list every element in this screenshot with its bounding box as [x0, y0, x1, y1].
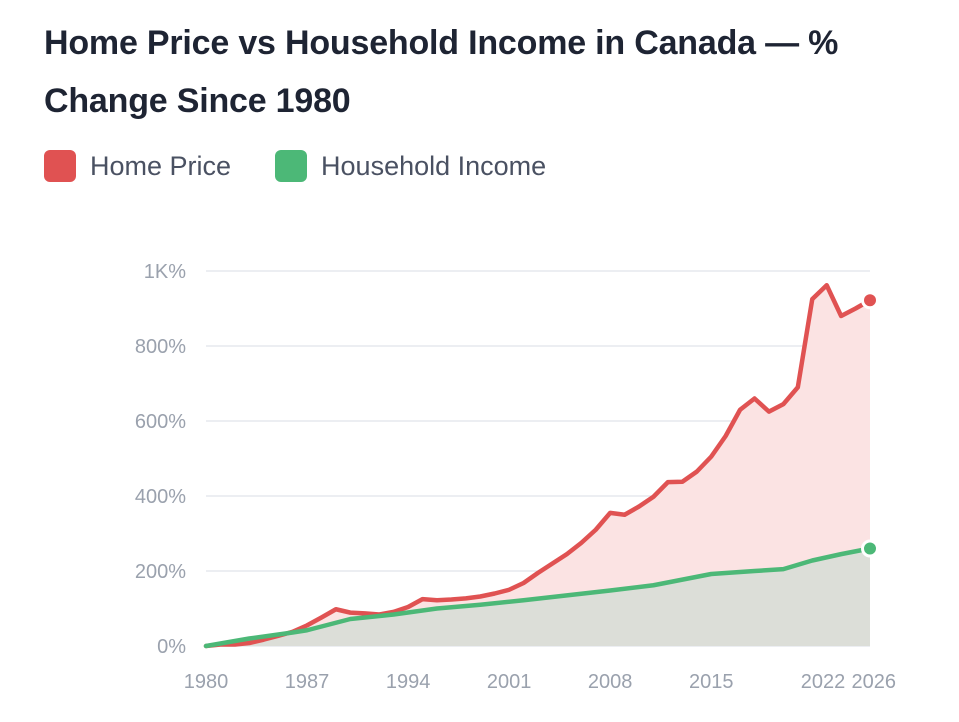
area-household-income [206, 548, 870, 646]
x-tick-label: 2022 [801, 671, 846, 693]
y-tick-label: 600% [135, 411, 186, 433]
endpoint-home-price [861, 291, 879, 310]
endpoint-household-income [861, 539, 879, 558]
y-tick-label: 1K% [144, 261, 186, 283]
area-home-price [206, 285, 870, 646]
x-tick-label: 2026 [852, 671, 897, 693]
x-tick-label: 1987 [285, 671, 330, 693]
y-tick-label: 0% [157, 636, 186, 658]
x-tick-label: 2001 [487, 671, 532, 693]
legend-label-home-price: Home Price [90, 150, 232, 181]
y-tick-label: 200% [135, 561, 186, 583]
line-household-income [203, 546, 873, 649]
x-tick-label: 1994 [386, 671, 431, 693]
legend-item-home-price[interactable]: Home Price [44, 150, 231, 182]
legend-swatch-home-price [44, 150, 76, 182]
legend-swatch-household-income [275, 150, 308, 182]
chart-title: Home Price vs Household Income in Canada… [44, 24, 839, 120]
x-tick-label: 2015 [689, 671, 734, 693]
legend: Home Price Household Income [44, 150, 590, 182]
x-tick-label: 2008 [588, 671, 633, 693]
y-tick-label: 800% [135, 336, 186, 358]
legend-item-household-income[interactable]: Household Income [275, 150, 546, 182]
line-home-price [203, 283, 873, 649]
legend-label-household-income: Household Income [321, 150, 547, 181]
x-tick-label: 1980 [184, 671, 229, 693]
y-tick-label: 400% [135, 486, 186, 508]
